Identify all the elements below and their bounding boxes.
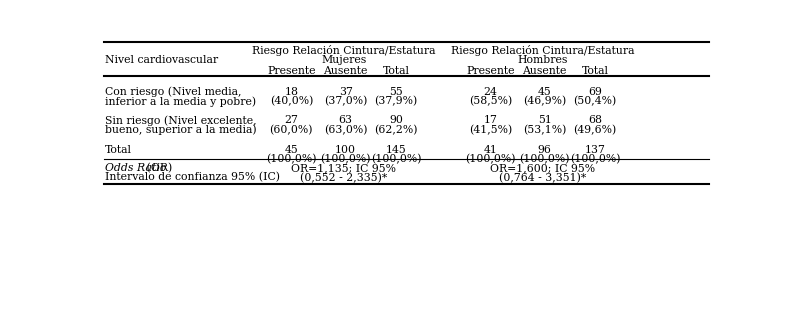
- Text: 63: 63: [339, 116, 353, 125]
- Text: (100,0%): (100,0%): [266, 154, 316, 164]
- Text: 37: 37: [339, 87, 353, 97]
- Text: 100: 100: [335, 145, 356, 155]
- Text: 69: 69: [588, 87, 602, 97]
- Text: 27: 27: [285, 116, 298, 125]
- Text: 90: 90: [389, 116, 403, 125]
- Text: (OR): (OR): [143, 163, 172, 173]
- Text: (100,0%): (100,0%): [370, 154, 421, 164]
- Text: OR=1,135; IC 95%: OR=1,135; IC 95%: [291, 163, 396, 173]
- Text: Hombres: Hombres: [518, 55, 568, 65]
- Text: (37,0%): (37,0%): [324, 96, 367, 107]
- Text: (60,0%): (60,0%): [270, 124, 313, 135]
- Text: 51: 51: [538, 116, 552, 125]
- Text: (46,9%): (46,9%): [523, 96, 566, 107]
- Text: 55: 55: [389, 87, 403, 97]
- Text: Ausente: Ausente: [523, 66, 567, 76]
- Text: (0,552 - 2,335)*: (0,552 - 2,335)*: [300, 172, 387, 183]
- Text: (49,6%): (49,6%): [573, 124, 617, 135]
- Text: Riesgo Relación Cintura/Estatura: Riesgo Relación Cintura/Estatura: [252, 45, 435, 56]
- Text: 45: 45: [285, 145, 298, 155]
- Text: Nivel cardiovascular: Nivel cardiovascular: [105, 55, 218, 65]
- Text: (40,0%): (40,0%): [270, 96, 313, 107]
- Text: (37,9%): (37,9%): [374, 96, 418, 107]
- Text: (53,1%): (53,1%): [523, 124, 566, 135]
- Text: 68: 68: [588, 116, 602, 125]
- Text: (100,0%): (100,0%): [320, 154, 371, 164]
- Text: (100,0%): (100,0%): [465, 154, 515, 164]
- Text: (100,0%): (100,0%): [570, 154, 620, 164]
- Text: Total: Total: [382, 66, 409, 76]
- Text: 137: 137: [584, 145, 606, 155]
- Text: 45: 45: [538, 87, 552, 97]
- Text: OR=1,600; IC 95%: OR=1,600; IC 95%: [490, 163, 596, 173]
- Text: (0,764 - 3,351)*: (0,764 - 3,351)*: [499, 172, 587, 183]
- Text: (63,0%): (63,0%): [324, 124, 367, 135]
- Text: Sin riesgo (Nivel excelente,: Sin riesgo (Nivel excelente,: [105, 116, 257, 126]
- Text: (50,4%): (50,4%): [573, 96, 617, 107]
- Text: Total: Total: [581, 66, 608, 76]
- Text: Ausente: Ausente: [324, 66, 368, 76]
- Text: Total: Total: [105, 145, 132, 155]
- Text: 41: 41: [484, 145, 497, 155]
- Text: Riesgo Relación Cintura/Estatura: Riesgo Relación Cintura/Estatura: [451, 45, 634, 56]
- Text: (58,5%): (58,5%): [469, 96, 512, 107]
- Text: 145: 145: [385, 145, 406, 155]
- Text: Presente: Presente: [267, 66, 316, 76]
- Text: 17: 17: [484, 116, 497, 125]
- Text: 24: 24: [484, 87, 497, 97]
- Text: Mujeres: Mujeres: [321, 55, 366, 65]
- Text: Presente: Presente: [466, 66, 515, 76]
- Text: (41,5%): (41,5%): [469, 124, 512, 135]
- Text: 96: 96: [538, 145, 552, 155]
- Text: (100,0%): (100,0%): [519, 154, 570, 164]
- Text: Odds Ratio: Odds Ratio: [105, 163, 167, 173]
- Text: bueno, superior a la media): bueno, superior a la media): [105, 124, 257, 135]
- Text: Intervalo de confianza 95% (IC): Intervalo de confianza 95% (IC): [105, 172, 280, 183]
- Text: 18: 18: [285, 87, 298, 97]
- Text: Con riesgo (Nivel media,: Con riesgo (Nivel media,: [105, 87, 242, 98]
- Text: (62,2%): (62,2%): [374, 124, 418, 135]
- Text: inferior a la media y pobre): inferior a la media y pobre): [105, 96, 256, 107]
